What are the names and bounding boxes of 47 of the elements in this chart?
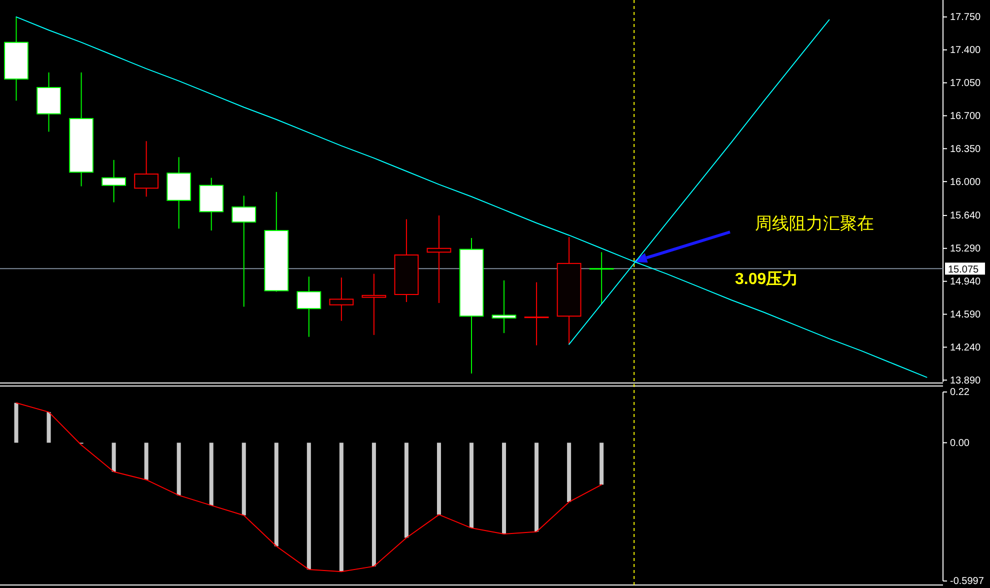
bar [274,442,278,546]
y-tick-label: 16.000 [950,176,982,188]
bar [470,442,474,528]
candlestick [362,273,386,336]
candlestick [134,140,159,198]
bar [14,402,18,443]
y-tick-label: 17.400 [950,45,982,56]
ref-line-label: 15.075 [948,264,980,276]
candlestick [329,277,354,322]
bar [372,442,376,566]
bar [600,442,604,485]
y-tick-label: 16.700 [950,110,982,122]
candlestick [296,276,322,338]
candlestick [232,195,256,308]
candlestick [589,252,614,304]
bar [404,442,408,538]
line-series [16,402,602,572]
bar [112,442,116,472]
bar [306,442,311,570]
candlestick [492,280,516,334]
y-tick-label: 15.290 [950,244,982,255]
y-tick-label: 14.240 [950,342,982,354]
bar [567,442,572,502]
y-tick-label: 13.890 [950,375,982,386]
y-tick-label: 15.640 [950,210,982,222]
bar [242,442,246,516]
y-tick-label: -0.5997 [950,576,984,588]
bar [534,442,539,532]
bar [209,442,214,506]
y-tick-label: 17.050 [950,78,982,89]
bar [502,442,506,534]
annotation: 3.09压力 [735,270,798,288]
y-tick-label: 14.940 [950,276,982,288]
bar [144,442,148,480]
bar [436,442,441,515]
candlestick [524,282,549,346]
y-tick-label: 0.00 [950,438,970,449]
bar [176,442,181,496]
bar [46,412,51,443]
y-tick-label: 16.350 [950,144,982,155]
y-tick-label: 0.22 [950,387,970,398]
y-tick-label: 17.750 [950,12,982,24]
annotation: 周线阻力汇聚在 [755,214,874,233]
candlestick [102,159,126,203]
bar [339,442,344,572]
candlestick [426,214,452,304]
y-tick-label: 14.590 [950,309,982,320]
